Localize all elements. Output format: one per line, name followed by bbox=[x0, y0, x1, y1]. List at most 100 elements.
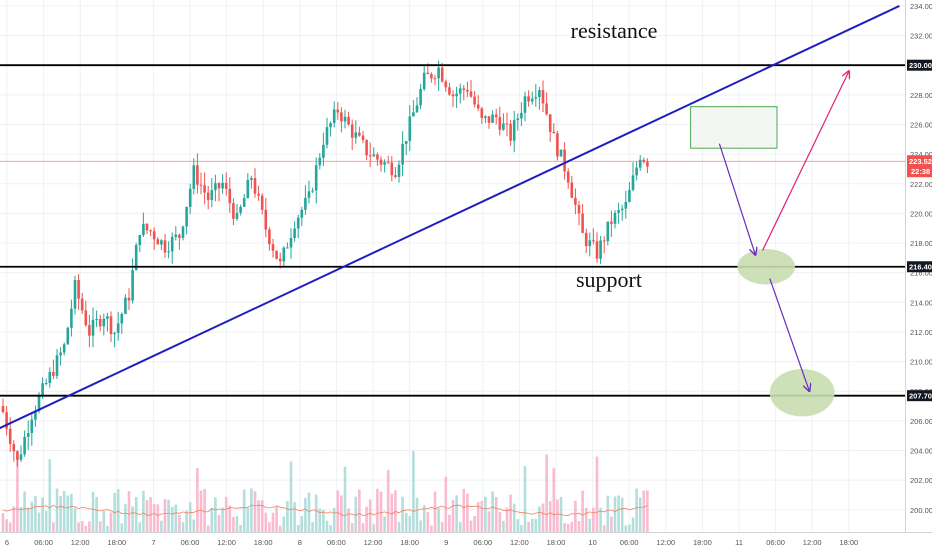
volume-bar bbox=[588, 518, 592, 532]
candle-body bbox=[527, 96, 530, 102]
volume-bar bbox=[494, 496, 498, 532]
candle-body bbox=[548, 114, 552, 132]
volume-bar bbox=[257, 500, 260, 532]
volume-bar bbox=[88, 521, 91, 532]
candle-body bbox=[458, 88, 462, 94]
volume-bar bbox=[127, 491, 131, 532]
volume-bar bbox=[41, 497, 44, 532]
volume-bar bbox=[401, 496, 404, 532]
candle-body bbox=[250, 178, 253, 180]
candle-body bbox=[156, 239, 160, 245]
candle-body bbox=[257, 193, 260, 196]
volume-bar bbox=[444, 476, 448, 532]
candle-body bbox=[286, 247, 289, 249]
candle-body bbox=[563, 149, 566, 172]
volume-layer bbox=[1, 451, 649, 532]
volume-bar bbox=[433, 491, 437, 532]
y-tick-label: 234.00 bbox=[910, 2, 932, 11]
volume-bar bbox=[73, 508, 77, 532]
volume-bar bbox=[55, 488, 59, 532]
candle-body bbox=[505, 123, 509, 125]
projection-arrow bbox=[769, 278, 810, 392]
volume-bar bbox=[120, 523, 124, 532]
candle-body bbox=[264, 209, 268, 230]
candle-body bbox=[296, 217, 300, 229]
candle-body bbox=[588, 240, 592, 247]
candle-body bbox=[379, 159, 383, 165]
candle-body bbox=[196, 165, 199, 185]
candle-body bbox=[113, 332, 116, 335]
volume-bar bbox=[368, 499, 372, 532]
candle-body bbox=[534, 97, 538, 99]
volume-bar bbox=[451, 500, 455, 532]
volume-bar bbox=[455, 495, 458, 532]
x-tick-label: 06:00 bbox=[327, 538, 346, 547]
candle-body bbox=[610, 221, 613, 224]
candle-body bbox=[581, 213, 584, 233]
candle-body bbox=[268, 229, 271, 245]
volume-bar bbox=[329, 525, 332, 532]
volume-bar bbox=[30, 501, 34, 532]
candle-body bbox=[253, 178, 257, 194]
volume-bar bbox=[350, 523, 354, 532]
candle-body bbox=[152, 231, 156, 240]
volume-bar bbox=[487, 511, 491, 532]
y-tick-label: 216.00 bbox=[910, 269, 932, 278]
volume-bar bbox=[203, 488, 206, 532]
candle-body bbox=[102, 318, 106, 327]
volume-ma-line bbox=[2, 504, 648, 517]
volume-bar bbox=[473, 516, 476, 532]
volume-bar bbox=[538, 506, 541, 532]
candle-body bbox=[116, 323, 120, 333]
volume-bar bbox=[469, 520, 473, 532]
candle-body bbox=[73, 280, 77, 309]
volume-bar bbox=[70, 493, 73, 532]
candle-body bbox=[246, 179, 250, 199]
x-tick-label: 06:00 bbox=[766, 538, 785, 547]
volume-bar bbox=[646, 490, 649, 532]
volume-bar bbox=[156, 504, 160, 532]
candle-body bbox=[145, 223, 149, 231]
x-tick-label: 18:00 bbox=[547, 538, 566, 547]
last-price-tag bbox=[907, 155, 932, 178]
candle-body bbox=[466, 89, 469, 92]
volume-bar bbox=[552, 468, 556, 532]
volume-bar bbox=[293, 502, 296, 532]
x-tick-label: 12:00 bbox=[656, 538, 675, 547]
volume-bar bbox=[383, 516, 386, 532]
x-tick-label: 18:00 bbox=[693, 538, 712, 547]
volume-bar bbox=[304, 498, 307, 532]
candle-body bbox=[314, 165, 318, 191]
volume-bar bbox=[296, 524, 300, 532]
x-tick-label: 06:00 bbox=[620, 538, 639, 547]
candle-body bbox=[62, 344, 66, 353]
candle-body bbox=[300, 209, 304, 218]
candle-body bbox=[358, 132, 361, 136]
candle-body bbox=[160, 240, 163, 245]
volume-bar bbox=[628, 524, 631, 532]
volume-bar bbox=[318, 508, 322, 532]
candle-body bbox=[332, 109, 336, 124]
volume-bar bbox=[556, 499, 559, 532]
candle-body bbox=[325, 127, 329, 145]
volume-bar bbox=[343, 466, 347, 532]
candle-body bbox=[278, 258, 282, 262]
y-tick-label: 222.00 bbox=[910, 180, 932, 189]
level-label-lower-target: 207.70 bbox=[909, 392, 932, 401]
volume-bar bbox=[613, 496, 617, 532]
candle-body bbox=[365, 140, 368, 156]
volume-bar bbox=[160, 520, 163, 532]
candle-body bbox=[530, 98, 534, 102]
candle-body bbox=[574, 197, 577, 205]
volume-bar bbox=[286, 501, 289, 532]
volume-bar bbox=[516, 519, 520, 532]
volume-bar bbox=[142, 490, 145, 532]
volume-bar bbox=[124, 503, 127, 532]
candle-body bbox=[426, 72, 430, 75]
level-tag-resistance bbox=[907, 59, 932, 71]
candle-body bbox=[16, 451, 19, 460]
volume-bar bbox=[210, 508, 214, 532]
volume-bar bbox=[581, 490, 584, 532]
volume-bar bbox=[77, 522, 80, 532]
